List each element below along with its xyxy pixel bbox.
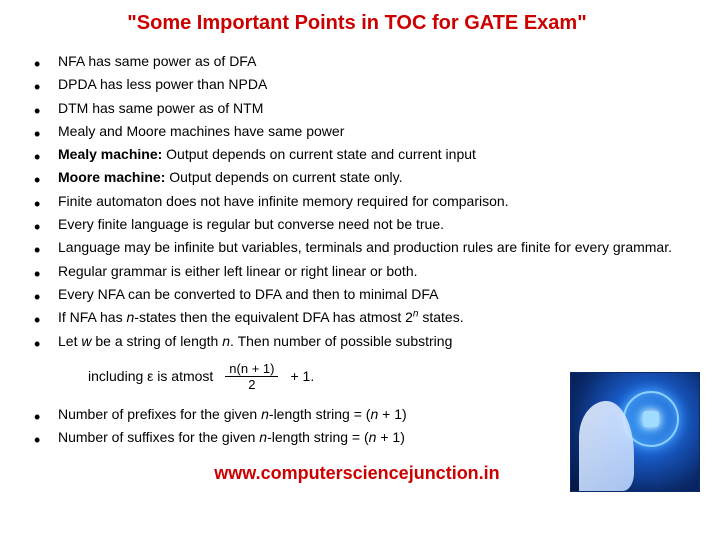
- list-item: If NFA has n-states then the equivalent …: [30, 307, 684, 327]
- list-item: Language may be infinite but variables, …: [30, 237, 684, 257]
- list-item: NFA has same power as of DFA: [30, 51, 684, 71]
- formula-numerator: n(n + 1): [225, 361, 278, 377]
- list-item: Mealy machine: Output depends on current…: [30, 144, 684, 164]
- item-prefix: Mealy machine:: [58, 146, 162, 162]
- glow-core: [643, 411, 659, 427]
- list-item: Finite automaton does not have infinite …: [30, 191, 684, 211]
- item-text: Output depends on current state only.: [165, 169, 402, 185]
- list-item: Every NFA can be converted to DFA and th…: [30, 284, 684, 304]
- list-item: DTM has same power as of NTM: [30, 98, 684, 118]
- formula-denominator: 2: [244, 377, 259, 392]
- formula-prefix: including ε is atmost: [88, 368, 213, 384]
- formula-suffix: + 1.: [290, 368, 314, 384]
- page-title: "Some Important Points in TOC for GATE E…: [0, 0, 714, 43]
- list-item: Every finite language is regular but con…: [30, 214, 684, 234]
- list-item: Mealy and Moore machines have same power: [30, 121, 684, 141]
- list-item: Let w be a string of length n. Then numb…: [30, 331, 684, 351]
- points-list: NFA has same power as of DFA DPDA has les…: [30, 51, 684, 351]
- formula-fraction: n(n + 1) 2: [225, 361, 278, 392]
- list-item: DPDA has less power than NPDA: [30, 74, 684, 94]
- item-text: Output depends on current state and curr…: [162, 146, 476, 162]
- item-prefix: Moore machine:: [58, 169, 165, 185]
- list-item: Moore machine: Output depends on current…: [30, 167, 684, 187]
- ai-illustration: [570, 372, 700, 492]
- list-item: Regular grammar is either left linear or…: [30, 261, 684, 281]
